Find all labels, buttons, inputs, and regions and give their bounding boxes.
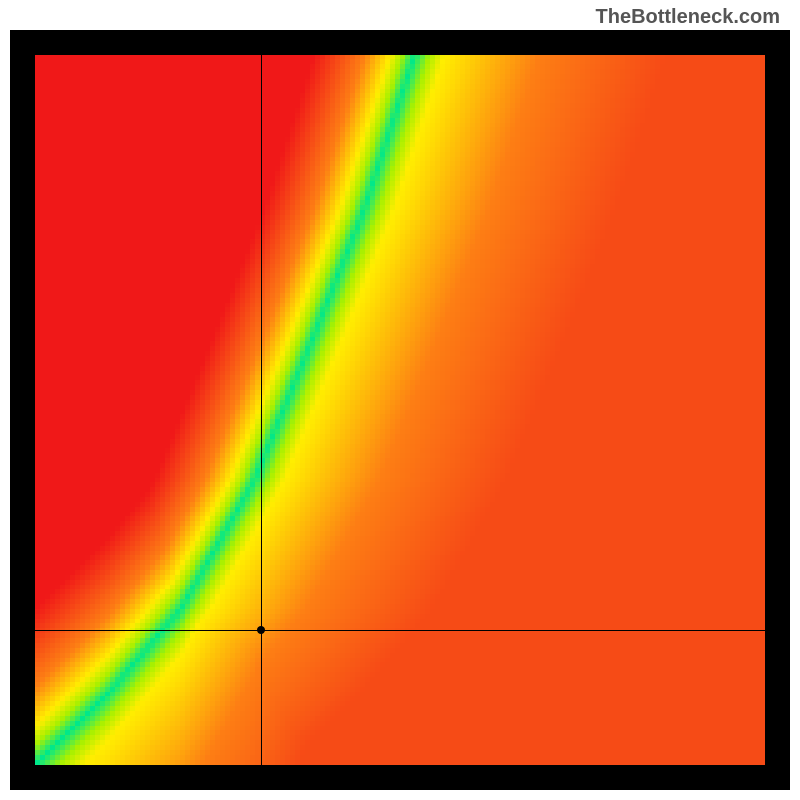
heatmap-plot: [35, 55, 765, 765]
heatmap-canvas: [35, 55, 765, 765]
watermark-text: TheBottleneck.com: [596, 6, 780, 29]
crosshair-dot: [257, 626, 265, 634]
chart-frame: [10, 30, 790, 790]
crosshair-vertical: [261, 55, 262, 765]
crosshair-horizontal: [35, 630, 765, 631]
